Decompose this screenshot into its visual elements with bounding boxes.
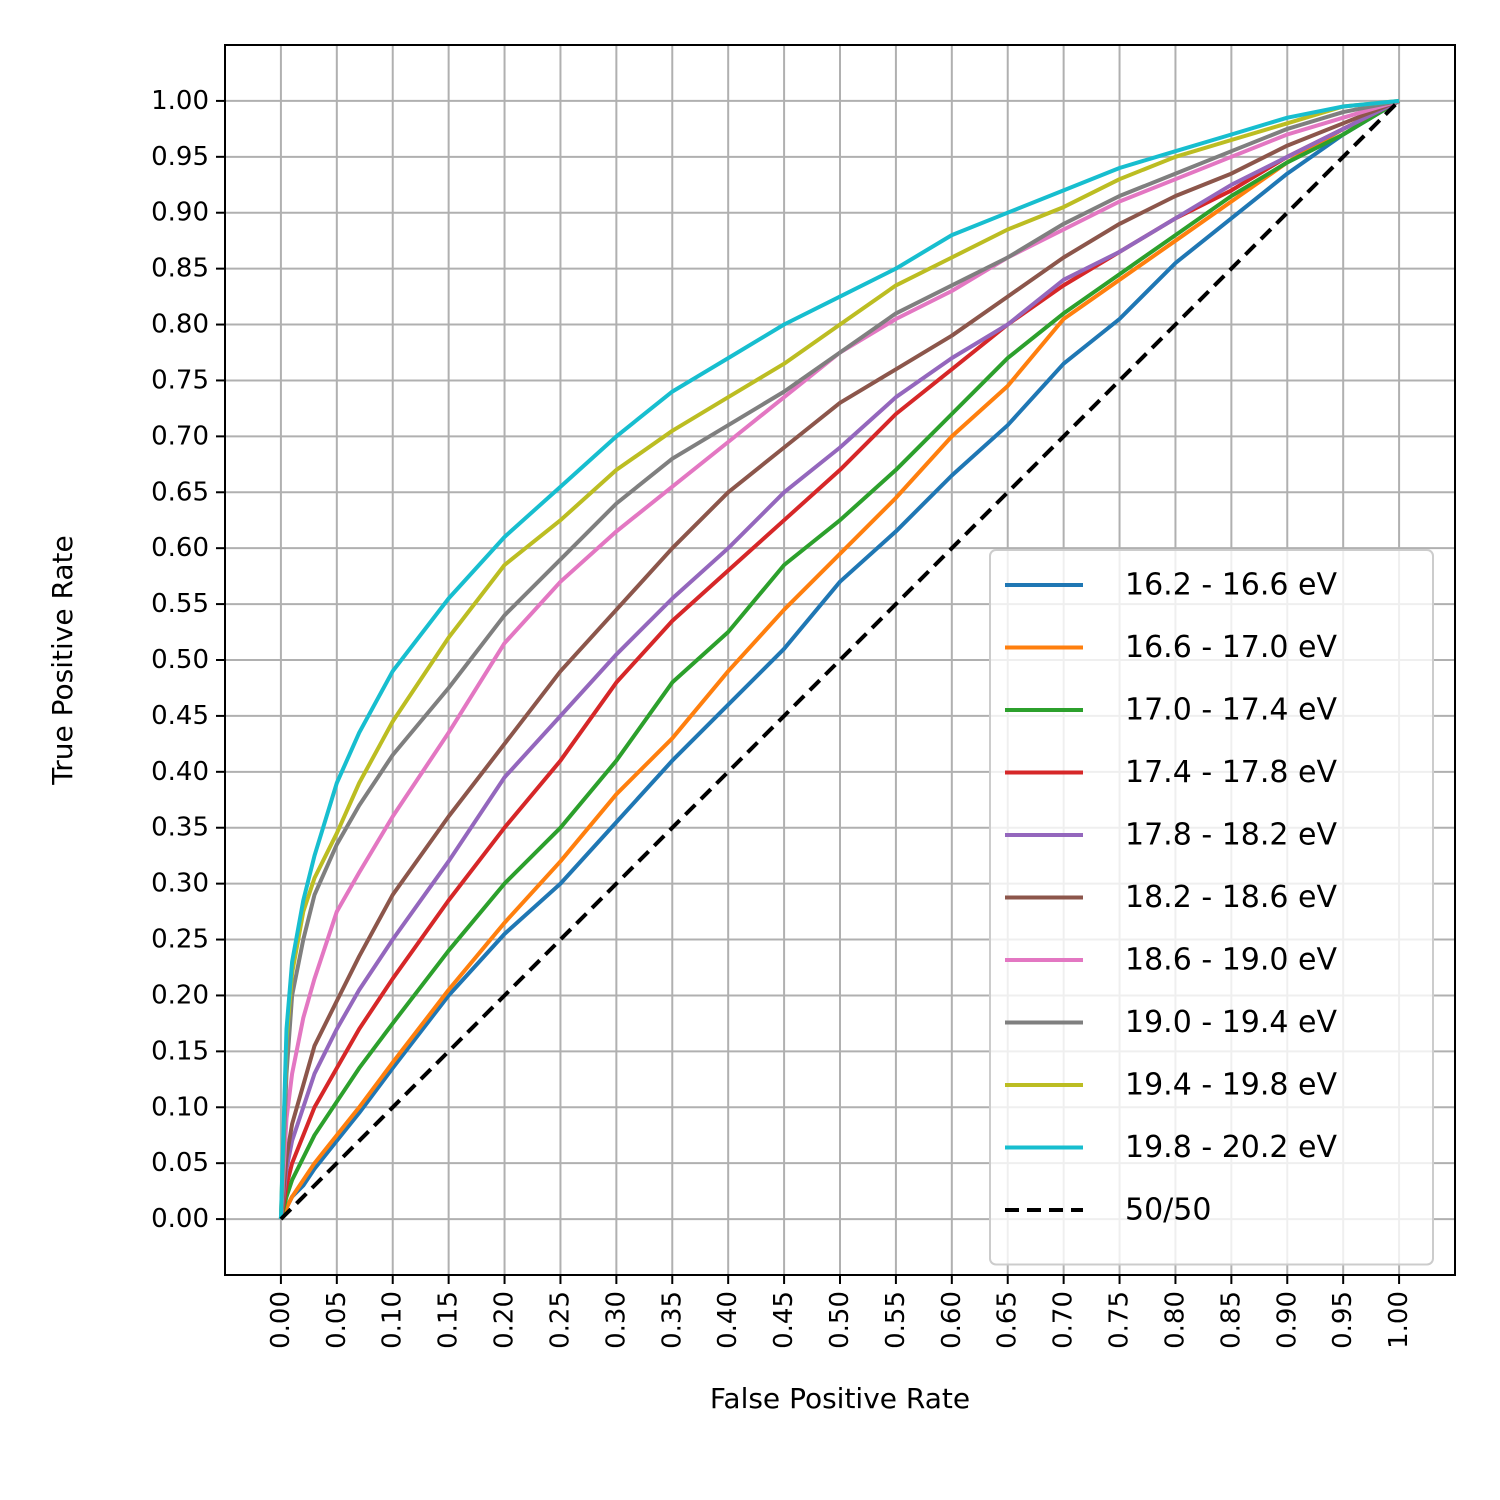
- series-line-7: [278, 98, 1400, 1220]
- x-tick-label: 0.10: [378, 1291, 408, 1349]
- legend-label: 17.8 - 18.2 eV: [1125, 818, 1337, 853]
- y-tick-label: 0.45: [151, 701, 209, 731]
- y-tick-label: 0.20: [151, 980, 209, 1010]
- x-tick-label: 0.50: [825, 1291, 855, 1349]
- series-line-1: [279, 99, 1400, 1220]
- x-tick-label: 1.00: [1384, 1291, 1414, 1349]
- x-tick-label: 0.60: [937, 1291, 967, 1349]
- x-tick-label: 0.05: [322, 1291, 352, 1349]
- x-axis-ticks: 0.00 0.05 0.10 0.15 0.20 0.25 0.30 0.35 0.40 0.45…: [266, 1275, 1414, 1349]
- x-tick-label: 0.45: [769, 1291, 799, 1349]
- y-tick-label: 0.25: [151, 925, 209, 955]
- y-tick-label: 0.90: [151, 198, 209, 228]
- y-tick-label: 0.35: [151, 813, 209, 843]
- y-tick-label: 0.30: [151, 869, 209, 899]
- series-line-5: [278, 99, 1400, 1220]
- series-lines: [278, 98, 1401, 1221]
- x-tick-label: 0.00: [266, 1291, 296, 1349]
- y-tick-label: 0.00: [151, 1204, 209, 1234]
- legend-label: 18.2 - 18.6 eV: [1125, 880, 1337, 915]
- y-tick-label: 0.15: [151, 1036, 209, 1066]
- series-line-9: [278, 98, 1400, 1220]
- legend-label: 16.6 - 17.0 eV: [1125, 630, 1337, 665]
- y-tick-label: 1.00: [151, 86, 209, 116]
- x-tick-label: 0.65: [993, 1291, 1023, 1349]
- series-line-6: [278, 98, 1400, 1220]
- y-tick-label: 0.60: [151, 533, 209, 563]
- y-tick-label: 0.10: [151, 1092, 209, 1122]
- y-tick-label: 0.55: [151, 589, 209, 619]
- y-tick-label: 0.70: [151, 421, 209, 451]
- x-tick-label: 0.20: [490, 1291, 520, 1349]
- legend-label: 16.2 - 16.6 eV: [1125, 568, 1337, 603]
- y-tick-label: 0.05: [151, 1148, 209, 1178]
- y-tick-label: 0.65: [151, 477, 209, 507]
- y-tick-label: 0.95: [151, 142, 209, 172]
- x-tick-label: 0.95: [1328, 1291, 1358, 1349]
- x-tick-label: 0.55: [881, 1291, 911, 1349]
- x-tick-label: 0.25: [545, 1291, 575, 1349]
- y-tick-label: 0.80: [151, 310, 209, 340]
- legend-label: 17.0 - 17.4 eV: [1125, 693, 1337, 728]
- x-tick-label: 0.90: [1272, 1291, 1302, 1349]
- legend-box: [989, 549, 1434, 1266]
- series-line-2: [278, 99, 1401, 1220]
- y-tick-label: 0.85: [151, 254, 209, 284]
- legend: 16.2 - 16.6 eV 16.6 - 17.0 eV 17.0 - 17.4 …: [989, 549, 1434, 1266]
- x-tick-label: 0.85: [1216, 1291, 1246, 1349]
- series-line-4: [278, 99, 1400, 1220]
- y-axis-label: True Positive Rate: [46, 535, 79, 785]
- x-tick-label: 0.70: [1049, 1291, 1079, 1349]
- x-tick-label: 0.40: [713, 1291, 743, 1349]
- y-axis-ticks: 0.00 0.05 0.10 0.15 0.20 0.25 0.30 0.35 0.40 0.45…: [151, 86, 225, 1234]
- x-axis-label: False Positive Rate: [710, 1382, 970, 1415]
- y-tick-label: 0.40: [151, 757, 209, 787]
- x-tick-label: 0.80: [1160, 1291, 1190, 1349]
- y-tick-label: 0.75: [151, 365, 209, 395]
- series-line-0: [279, 99, 1401, 1220]
- legend-label: 19.4 - 19.8 eV: [1125, 1068, 1337, 1103]
- series-line-8: [278, 98, 1400, 1220]
- series-line-10: [279, 99, 1401, 1221]
- legend-label: 50/50: [1125, 1193, 1211, 1228]
- legend-label: 18.6 - 19.0 eV: [1125, 943, 1337, 978]
- x-tick-label: 0.15: [434, 1291, 464, 1349]
- x-tick-label: 0.75: [1105, 1291, 1135, 1349]
- legend-label: 19.0 - 19.4 eV: [1125, 1005, 1337, 1040]
- y-tick-label: 0.50: [151, 645, 209, 675]
- x-tick-label: 0.35: [657, 1291, 687, 1349]
- legend-label: 17.4 - 17.8 eV: [1125, 755, 1337, 790]
- legend-label: 19.8 - 20.2 eV: [1125, 1130, 1337, 1165]
- x-tick-label: 0.30: [601, 1291, 631, 1349]
